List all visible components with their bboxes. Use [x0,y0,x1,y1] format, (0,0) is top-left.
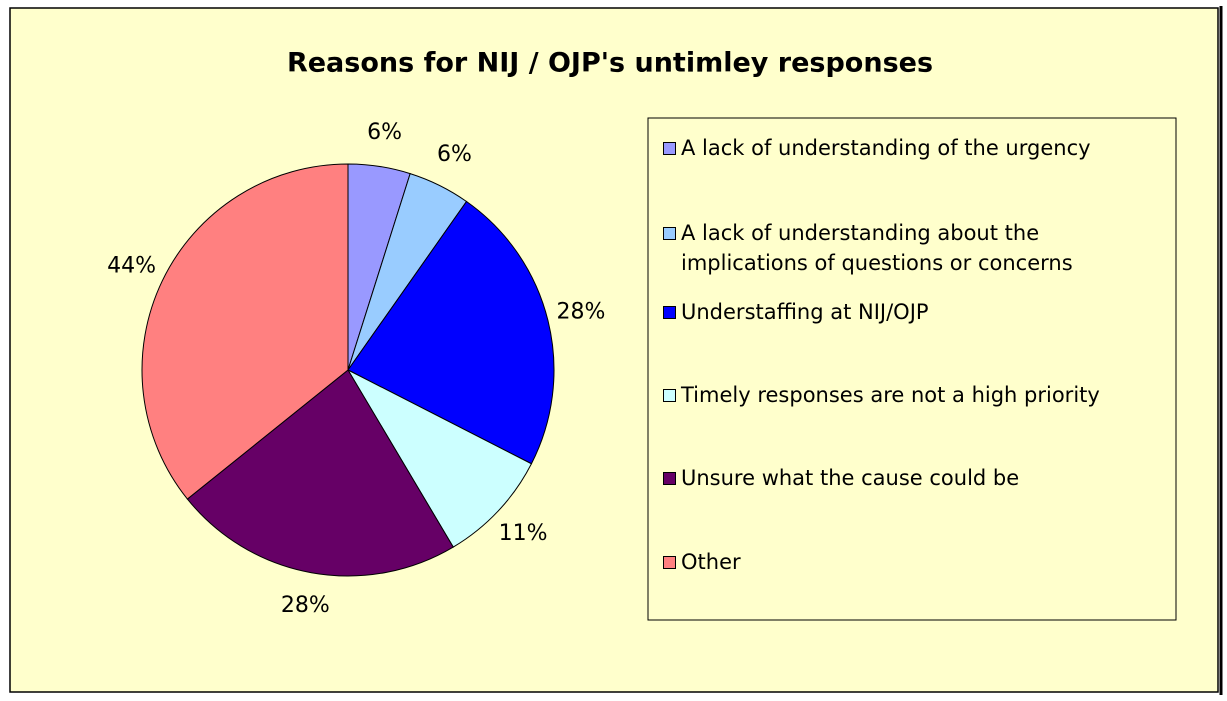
chart-title: Reasons for NIJ / OJP's untimley respons… [287,48,933,79]
pie-slice [141,163,349,500]
data-label: 6% [367,120,402,145]
data-label: 11% [499,521,548,546]
legend-label: Understaffing at NIJ/OJP [681,300,929,324]
legend-entry: Understaffing at NIJ/OJP [663,297,1165,327]
pie-slice [186,369,454,577]
legend-label: Timely responses are not a high priority [681,383,1100,407]
legend-entry: A lack of understanding of the urgency [663,133,1165,163]
legend-swatch [663,227,676,240]
data-label: 28% [281,593,330,618]
legend-swatch [663,306,676,319]
pie-slice [347,200,555,465]
pie-slice [346,368,533,548]
data-label: 44% [107,253,156,278]
legend-box [647,117,1177,621]
legend-swatch [663,556,676,569]
data-label: 6% [437,142,472,167]
legend-swatch [663,389,676,402]
legend-swatch [663,142,676,155]
legend-entry: A lack of understanding about the implic… [663,218,1165,278]
legend-entry: Unsure what the cause could be [663,463,1165,493]
legend-label: Other [681,550,741,574]
data-label: 28% [557,299,606,324]
legend-label: A lack of understanding about the implic… [681,221,1073,275]
legend-entry: Other [663,547,1165,577]
legend-entry: Timely responses are not a high priority [663,380,1165,410]
legend-label: A lack of understanding of the urgency [681,136,1091,160]
legend-swatch [663,472,676,485]
legend-label: Unsure what the cause could be [681,466,1020,490]
